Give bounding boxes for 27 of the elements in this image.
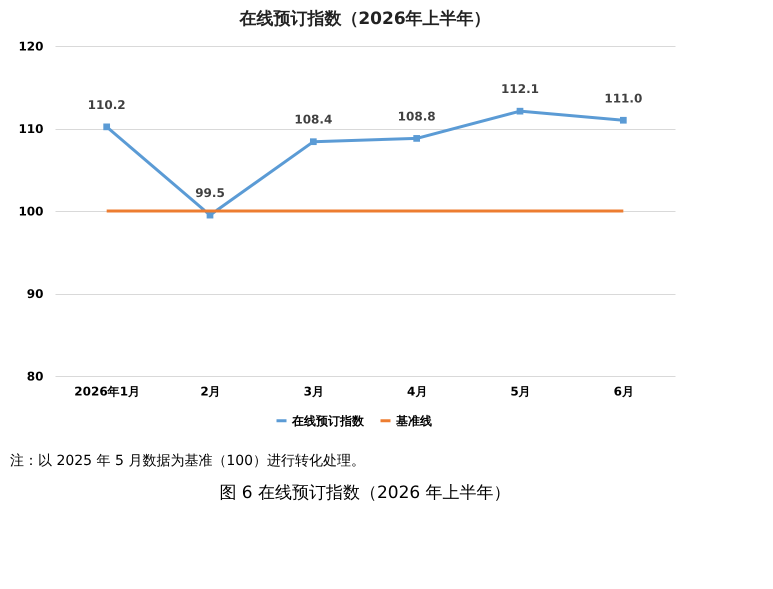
data-label: 110.2 <box>88 98 126 112</box>
x-tick-label: 4月 <box>406 384 428 398</box>
text: 注：以 2025 年 5 月数据为基准（100）进行转化处理。 <box>10 453 366 469</box>
data-label: 108.4 <box>294 112 332 127</box>
point <box>516 108 524 115</box>
x-tick-label: 3月 <box>304 384 324 398</box>
caption: 图 6 在线预订指数（2026 年上半年） <box>219 483 511 503</box>
y-tick-label: 120 <box>18 40 44 54</box>
legend-label: 在线预订指数 <box>291 414 365 428</box>
chart-title: 在线预订指数（2026年上半年） <box>238 9 491 29</box>
y-tick-label: 100 <box>18 204 44 218</box>
x-tick-label: 2月 <box>200 384 221 398</box>
point <box>620 116 627 124</box>
data-label: 111.0 <box>604 91 642 106</box>
y-tick-label: 80 <box>26 370 44 384</box>
x-tick-label: 2026年1月 <box>74 384 140 398</box>
data-label: 99.5 <box>195 186 225 200</box>
data-label: 108.8 <box>398 109 436 124</box>
y-tick-label: 90 <box>26 287 44 301</box>
legend-label: 基准线 <box>395 414 432 428</box>
point <box>310 138 317 146</box>
y-tick-label: 110 <box>18 122 44 136</box>
data-label: 112.1 <box>501 82 539 96</box>
x-tick-label: 6月 <box>614 384 634 398</box>
point <box>413 135 420 142</box>
point <box>103 123 110 130</box>
x-tick-label: 5月 <box>510 384 531 398</box>
